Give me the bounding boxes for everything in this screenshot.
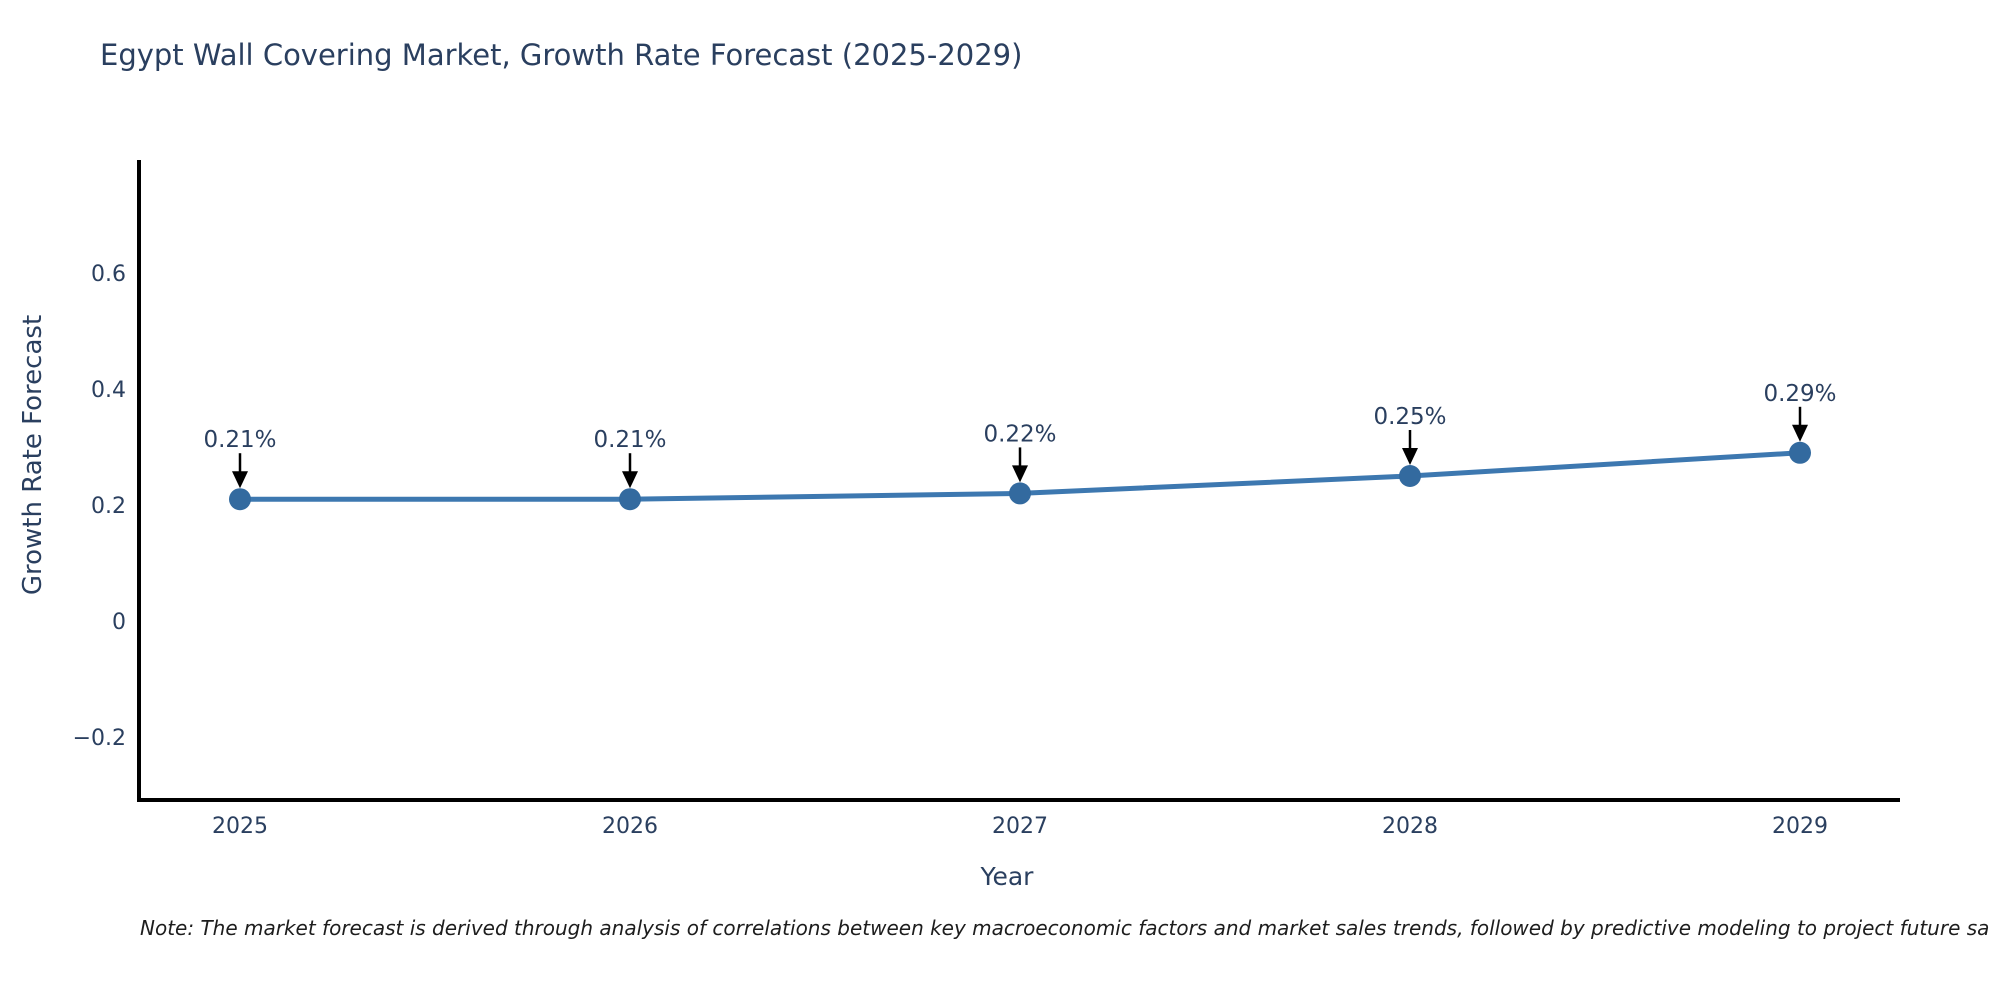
point-annotation-label: 0.21%: [203, 427, 276, 453]
point-annotation-label: 0.21%: [593, 427, 666, 453]
point-annotation-label: 0.29%: [1763, 381, 1836, 407]
annotation-arrowhead: [622, 471, 638, 489]
x-tick-label: 2025: [212, 814, 268, 839]
point-annotation-label: 0.25%: [1373, 404, 1446, 430]
y-tick-label: 0: [112, 610, 126, 635]
data-point-2028[interactable]: [1399, 465, 1421, 487]
x-tick-label: 2028: [1382, 814, 1438, 839]
annotation-arrowhead: [1792, 424, 1808, 442]
point-annotation-label: 0.22%: [983, 421, 1056, 447]
data-point-2029[interactable]: [1789, 441, 1811, 464]
annotation-arrowhead: [1402, 448, 1418, 465]
point-annotation: 0.21%: [203, 427, 277, 489]
y-tick-label: 0.6: [91, 262, 126, 287]
data-point-2026[interactable]: [619, 488, 641, 511]
y-tick-label: −0.2: [73, 726, 126, 751]
data-point-2025[interactable]: [229, 488, 251, 511]
annotation-arrowhead: [232, 471, 248, 489]
point-annotation: 0.21%: [593, 427, 667, 489]
footnote-text: Note: The market forecast is derived thr…: [140, 916, 1990, 940]
y-tick-label: 0.2: [91, 494, 126, 519]
data-point-2027[interactable]: [1009, 482, 1031, 505]
x-tick-label: 2029: [1772, 814, 1828, 839]
y-tick-label: 0.4: [91, 378, 126, 403]
data-markers-group: [229, 441, 1811, 511]
x-axis-title: Year: [980, 862, 1034, 891]
point-annotation: 0.25%: [1373, 404, 1447, 465]
point-annotation: 0.29%: [1763, 381, 1837, 442]
point-annotation: 0.22%: [983, 421, 1057, 483]
chart-title: Egypt Wall Covering Market, Growth Rate …: [100, 38, 1023, 72]
point-annotations-group: 0.21% 0.21% 0.22% 0.25% 0.29%: [203, 381, 1837, 489]
annotation-arrowhead: [1012, 465, 1028, 483]
x-tick-label: 2027: [992, 814, 1048, 839]
x-tick-labels: 2025 2026 2027 2028 2029: [212, 814, 1828, 839]
y-tick-labels: −0.2 0 0.2 0.4 0.6: [73, 262, 126, 751]
x-tick-label: 2026: [602, 814, 658, 839]
